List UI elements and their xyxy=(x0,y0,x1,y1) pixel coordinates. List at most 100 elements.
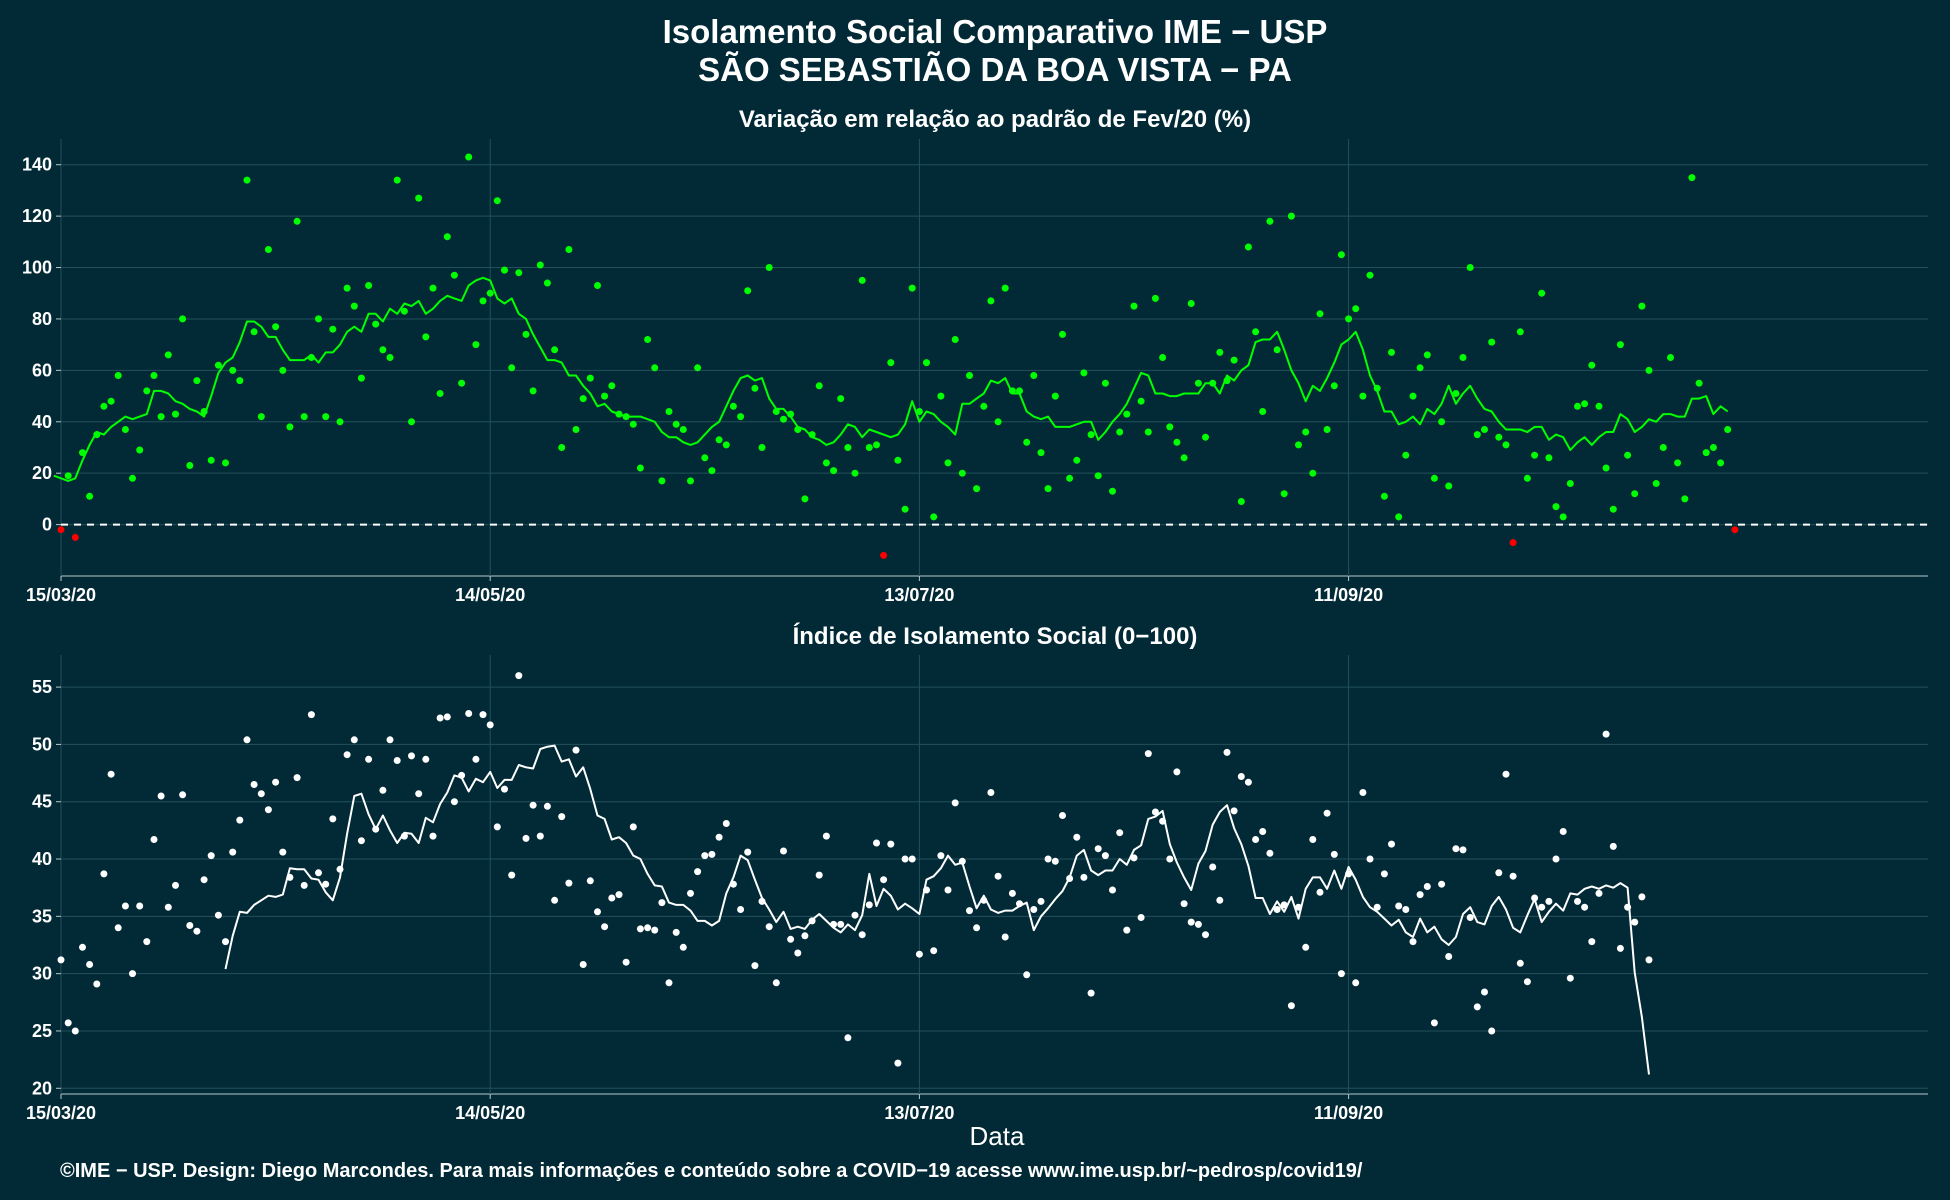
index-data-point xyxy=(207,852,215,860)
index-data-point xyxy=(286,873,294,881)
index-data-point xyxy=(865,901,873,909)
index-data-point xyxy=(1631,918,1639,926)
variation-data-point xyxy=(1216,348,1224,356)
figure-subtitle: SÃO SEBASTIÃO DA BOA VISTA − PA xyxy=(698,51,1292,88)
index-data-point xyxy=(1187,918,1195,926)
variation-data-point xyxy=(307,354,315,361)
index-data-point xyxy=(565,879,573,887)
variation-data-point xyxy=(1624,451,1632,459)
index-data-point xyxy=(658,899,666,907)
index-data-point xyxy=(579,961,587,968)
index-data-point xyxy=(129,970,136,978)
variation-data-point xyxy=(429,284,437,292)
variation-data-point xyxy=(465,153,473,161)
index-data-point xyxy=(150,836,158,843)
index-data-point xyxy=(57,956,65,964)
variation-data-point xyxy=(565,246,573,253)
index-data-point xyxy=(1409,938,1417,946)
index-data-point xyxy=(801,932,809,940)
index-data-point xyxy=(1194,920,1202,928)
variation-data-point xyxy=(651,364,659,372)
index-data-point xyxy=(522,834,530,842)
index-data-point xyxy=(1001,933,1009,941)
index-data-point xyxy=(851,911,859,919)
index-data-point xyxy=(873,839,880,847)
index-data-point xyxy=(1638,893,1646,901)
index-data-point xyxy=(1481,988,1488,996)
variation-data-point xyxy=(1194,379,1202,387)
variation-data-point xyxy=(973,485,981,493)
variation-data-point xyxy=(450,271,458,279)
variation-data-point xyxy=(1094,472,1102,480)
index-data-point xyxy=(1488,1027,1496,1035)
variation-data-point xyxy=(1602,464,1610,472)
variation-data-point xyxy=(1631,490,1639,498)
variation-data-point xyxy=(336,418,344,426)
variation-data-point xyxy=(880,551,888,559)
index-y-tick-label: 30 xyxy=(32,964,52,984)
index-data-point xyxy=(1595,889,1603,897)
variation-data-point xyxy=(64,472,72,480)
variation-data-point xyxy=(937,392,945,400)
index-data-point xyxy=(193,927,201,935)
index-data-point xyxy=(1223,748,1231,756)
index-data-point xyxy=(1359,789,1367,796)
variation-data-point xyxy=(1674,459,1682,467)
index-data-point xyxy=(436,714,444,722)
variation-data-point xyxy=(830,467,838,475)
variation-data-point xyxy=(1087,431,1095,439)
variation-data-point xyxy=(207,456,215,464)
index-data-point xyxy=(172,881,179,889)
index-data-point xyxy=(136,902,144,910)
index-data-point xyxy=(1616,944,1624,952)
variation-data-point xyxy=(873,441,880,449)
index-data-point xyxy=(858,931,866,939)
variation-data-point xyxy=(987,297,995,305)
variation-data-point xyxy=(1030,372,1038,379)
variation-data-point xyxy=(1223,377,1231,385)
variation-points-group xyxy=(57,153,1739,559)
variation-panel-title: Variação em relação ao padrão de Fev/20 … xyxy=(739,106,1251,133)
variation-data-point xyxy=(1051,392,1059,400)
index-data-point xyxy=(966,907,973,915)
index-data-point xyxy=(64,1019,72,1027)
index-y-tick-label: 50 xyxy=(32,734,52,754)
index-data-point xyxy=(393,757,401,764)
variation-data-point xyxy=(665,408,673,415)
index-data-point xyxy=(1087,989,1095,997)
variation-data-point xyxy=(994,418,1002,426)
variation-data-point xyxy=(801,495,809,503)
variation-data-point xyxy=(1345,315,1353,323)
variation-data-point xyxy=(1001,284,1009,292)
index-data-point xyxy=(1516,959,1524,967)
variation-data-point xyxy=(493,197,501,205)
index-data-point xyxy=(1531,894,1539,902)
index-data-point xyxy=(1373,903,1381,911)
index-data-point xyxy=(1552,855,1560,863)
index-data-point xyxy=(322,880,330,888)
index-data-point xyxy=(1302,943,1310,951)
variation-data-point xyxy=(365,282,373,289)
index-data-point xyxy=(615,891,623,899)
index-data-point xyxy=(1495,869,1503,877)
variation-data-point xyxy=(222,459,229,467)
index-data-point xyxy=(601,923,609,931)
index-data-point xyxy=(186,922,194,929)
index-x-tick-label: 15/03/20 xyxy=(26,1103,96,1123)
variation-data-point xyxy=(1137,397,1145,405)
variation-data-point xyxy=(1380,492,1388,500)
variation-data-point xyxy=(1516,328,1524,336)
index-x-axis-label: Data xyxy=(970,1121,1025,1151)
index-data-point xyxy=(987,789,995,796)
index-gridlines xyxy=(60,655,1928,1094)
index-data-point xyxy=(572,746,580,754)
index-data-point xyxy=(1624,903,1632,911)
variation-data-point xyxy=(1667,354,1674,361)
variation-data-point xyxy=(93,431,101,439)
index-data-point xyxy=(780,847,787,855)
footer-credit: ©IME − USP. Design: Diego Marcondes. Par… xyxy=(60,1160,1363,1182)
variation-data-point xyxy=(1008,387,1016,395)
variation-data-point xyxy=(1309,469,1317,477)
index-data-point xyxy=(501,785,508,793)
